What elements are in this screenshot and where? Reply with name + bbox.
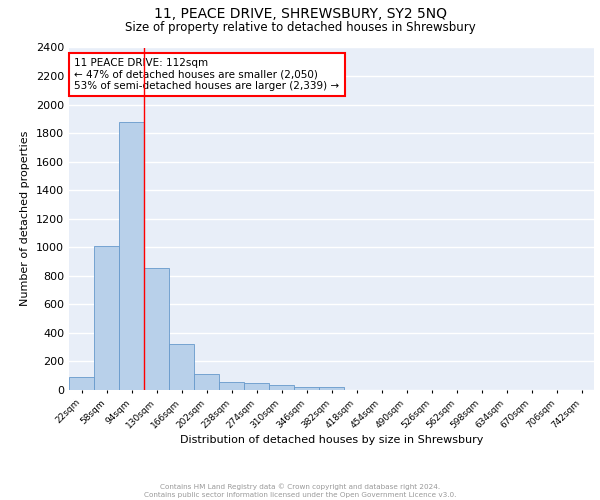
Bar bbox=[319, 387, 344, 390]
Text: 11, PEACE DRIVE, SHREWSBURY, SY2 5NQ: 11, PEACE DRIVE, SHREWSBURY, SY2 5NQ bbox=[154, 8, 446, 22]
Text: 11 PEACE DRIVE: 112sqm
← 47% of detached houses are smaller (2,050)
53% of semi-: 11 PEACE DRIVE: 112sqm ← 47% of detached… bbox=[74, 58, 340, 91]
Text: Contains HM Land Registry data © Crown copyright and database right 2024.
Contai: Contains HM Land Registry data © Crown c… bbox=[144, 484, 456, 498]
Bar bbox=[169, 344, 194, 390]
Bar bbox=[119, 122, 144, 390]
Bar bbox=[294, 387, 319, 390]
Bar bbox=[144, 268, 169, 390]
Bar bbox=[94, 246, 119, 390]
Bar bbox=[269, 385, 294, 390]
Bar bbox=[219, 382, 244, 390]
Bar bbox=[194, 374, 219, 390]
Bar bbox=[244, 383, 269, 390]
Y-axis label: Number of detached properties: Number of detached properties bbox=[20, 131, 31, 306]
Bar bbox=[69, 377, 94, 390]
X-axis label: Distribution of detached houses by size in Shrewsbury: Distribution of detached houses by size … bbox=[180, 436, 483, 446]
Text: Size of property relative to detached houses in Shrewsbury: Size of property relative to detached ho… bbox=[125, 21, 475, 34]
